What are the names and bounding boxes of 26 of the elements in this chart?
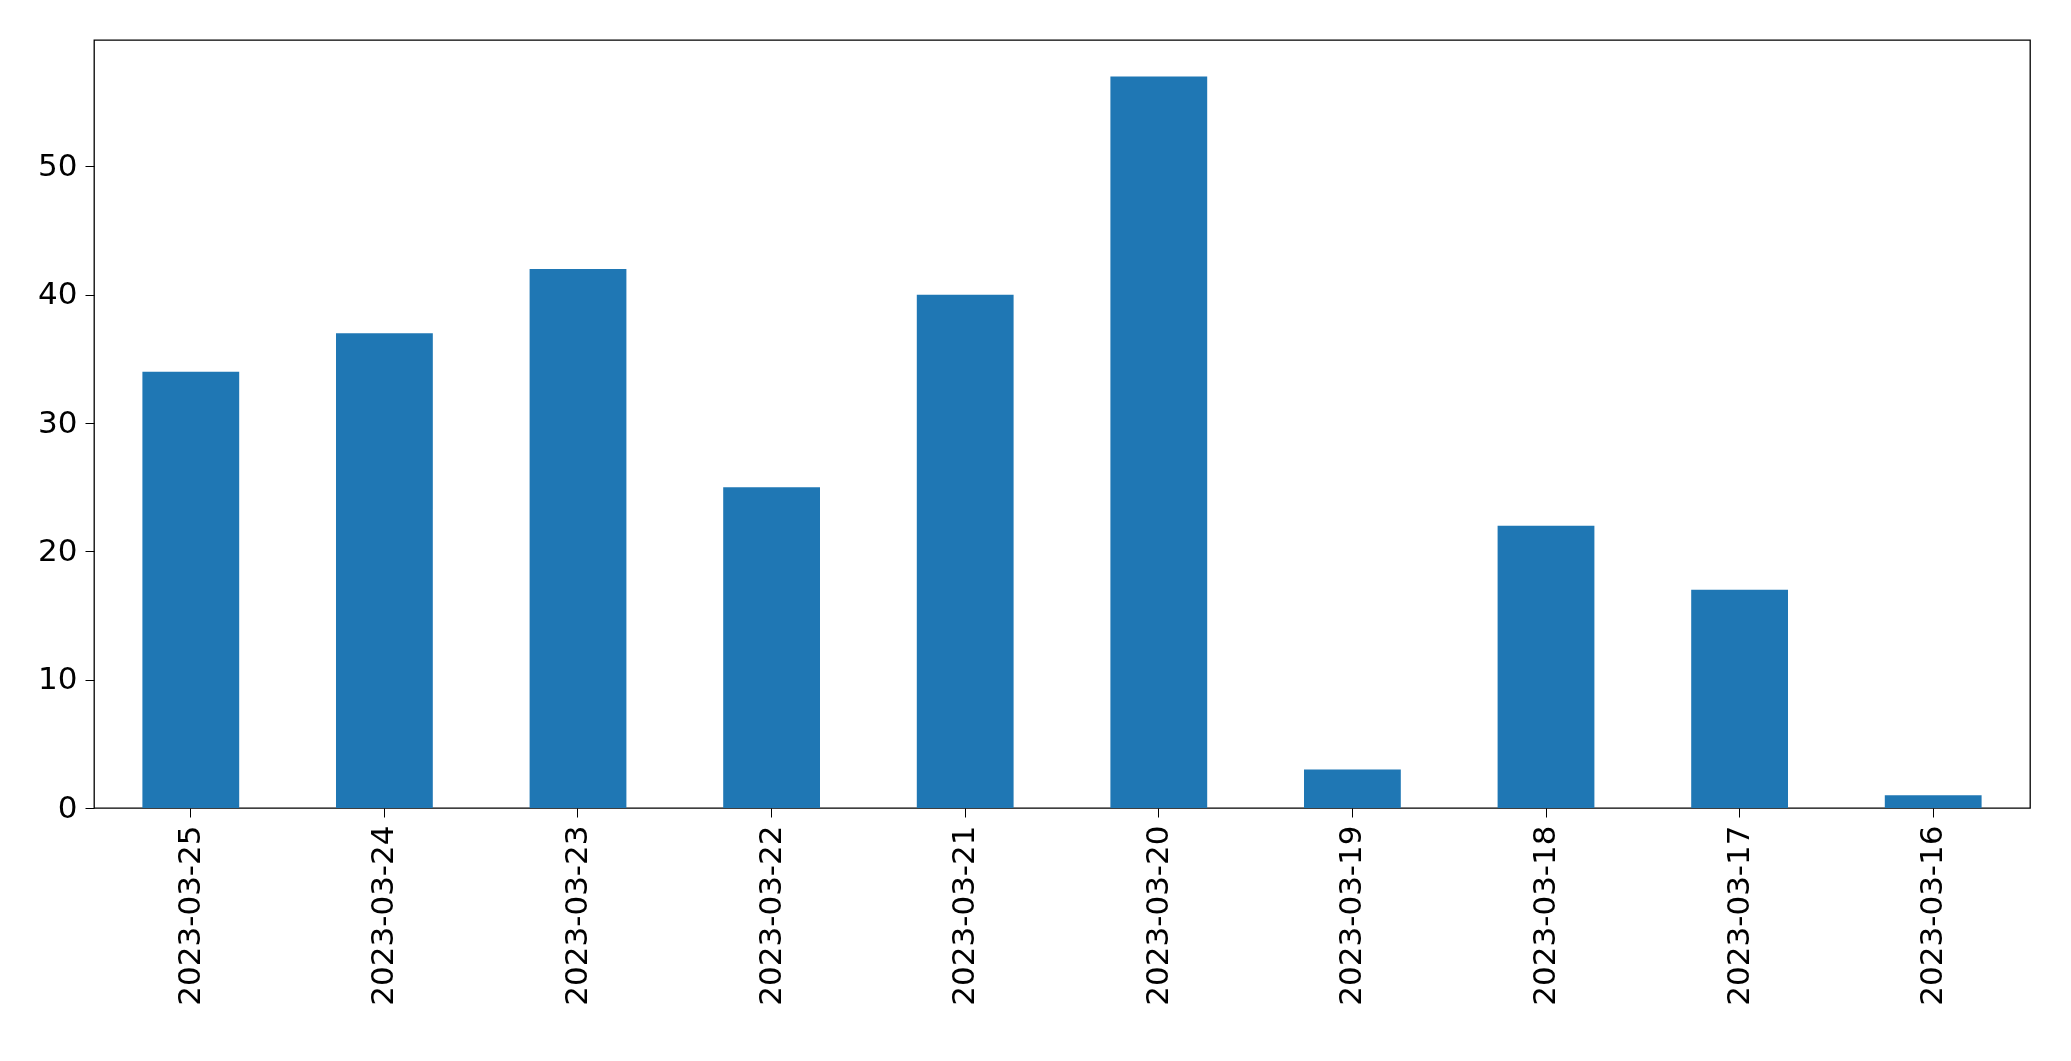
bar	[1110, 76, 1208, 808]
y-tick-label: 40	[38, 275, 78, 312]
x-tick-label: 2023-03-23	[558, 825, 594, 1006]
x-tick-label: 2023-03-20	[1138, 825, 1175, 1006]
y-tick-label: 50	[38, 146, 78, 183]
x-tick-label: 2023-03-19	[1332, 825, 1369, 1006]
x-tick-label: 2023-03-16	[1913, 825, 1950, 1006]
bar	[1304, 769, 1401, 808]
bar	[723, 487, 820, 808]
x-tick-label: 2023-03-25	[170, 825, 207, 1006]
bar	[336, 333, 433, 808]
y-tick-label: 20	[38, 531, 78, 568]
x-tick-label: 2023-03-24	[364, 825, 401, 1006]
x-tick-label: 2023-03-17	[1719, 825, 1756, 1006]
bar	[1691, 589, 1788, 808]
bar	[1884, 795, 1982, 808]
x-tick-label: 2023-03-21	[945, 825, 982, 1006]
bar	[1497, 525, 1595, 808]
x-tick-label: 2023-03-22	[751, 825, 788, 1006]
bar	[916, 294, 1014, 808]
y-tick-label: 10	[38, 660, 78, 697]
bar	[529, 269, 627, 808]
y-tick-label: 0	[57, 788, 78, 825]
bar	[142, 371, 240, 808]
y-tick-label: 30	[38, 403, 78, 440]
x-tick-label: 2023-03-18	[1526, 825, 1562, 1006]
